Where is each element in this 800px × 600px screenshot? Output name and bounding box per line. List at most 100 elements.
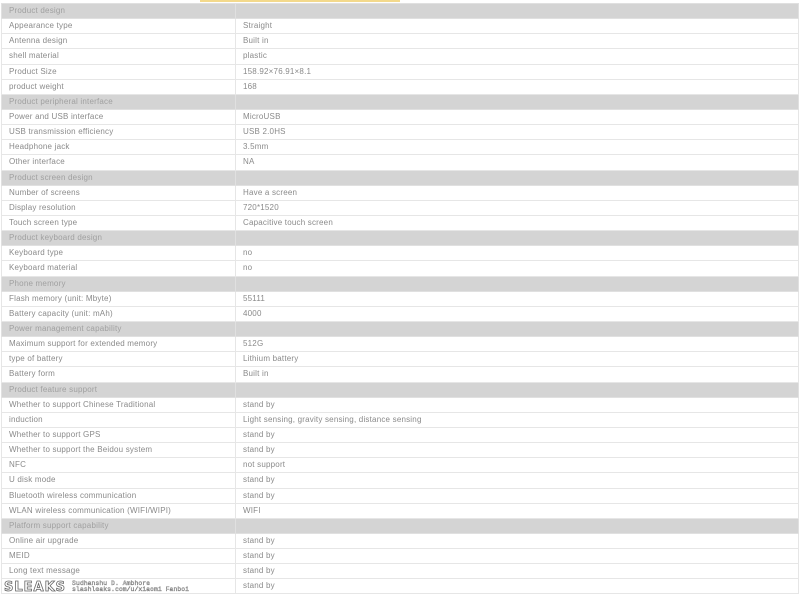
section-title: Product keyboard design [1, 230, 236, 247]
spec-label: shell material [1, 48, 236, 65]
spec-label: Antenna design [1, 33, 236, 50]
spec-label: Number of screens [1, 184, 236, 201]
spec-label: induction [1, 411, 236, 428]
spec-value: 168 [235, 78, 799, 95]
spec-row: stand by [1, 578, 799, 595]
section-title: Product peripheral interface [1, 93, 236, 110]
spec-row: Headphone jack 3.5mm [1, 139, 799, 156]
spec-value: 512G [235, 336, 799, 353]
section-title: Phone memory [1, 275, 236, 292]
spec-value: stand by [235, 532, 799, 550]
section-header-blank [235, 320, 799, 338]
spec-label: Appearance type [1, 18, 236, 35]
spec-row: Appearance type Straight [1, 18, 799, 35]
spec-value: Lithium battery [235, 351, 799, 368]
section-title: Platform support capability [1, 517, 236, 534]
spec-row: Number of screens Have a screen [1, 184, 799, 201]
spec-label: type of battery [1, 351, 236, 368]
spec-value: 3.5mm [235, 139, 799, 156]
spec-row: Product Size 158.92×76.91×8.1 [1, 63, 799, 80]
spec-row: Antenna design Built in [1, 33, 799, 50]
section-header: Phone memory [1, 275, 799, 292]
section-header: Product feature support [1, 381, 799, 398]
section-header: Platform support capability [1, 517, 799, 534]
spec-label: WLAN wireless communication (WIFI/WIPI) [1, 502, 236, 519]
spec-value: WIFI [235, 502, 799, 519]
spec-row: Maximum support for extended memory 512G [1, 336, 799, 353]
spec-value: MicroUSB [235, 108, 799, 126]
section-title: Product design [1, 2, 236, 20]
top-accent-bar [200, 0, 400, 2]
section-header: Product keyboard design [1, 230, 799, 247]
spec-label: product weight [1, 78, 236, 95]
spec-value: 720*1520 [235, 199, 799, 216]
section-header-blank [235, 2, 799, 20]
spec-value: Built in [235, 366, 799, 383]
spec-label: Online air upgrade [1, 532, 236, 550]
spec-label: Whether to support Chinese Traditional [1, 396, 236, 413]
spec-label: Keyboard material [1, 260, 236, 277]
spec-label: U disk mode [1, 472, 236, 489]
section-header: Power management capability [1, 320, 799, 338]
spec-label: Flash memory (unit: Mbyte) [1, 290, 236, 307]
spec-row: Whether to support the Beidou system stan… [1, 442, 799, 459]
section-header: Product design [1, 2, 799, 20]
spec-label: Long text message [1, 563, 236, 580]
spec-row: product weight 168 [1, 78, 799, 95]
spec-row: Flash memory (unit: Mbyte) 55111 [1, 290, 799, 307]
spec-row: Keyboard type no [1, 245, 799, 262]
spec-value: no [235, 260, 799, 277]
spec-row: type of battery Lithium battery [1, 351, 799, 368]
section-header-blank [235, 517, 799, 534]
spec-row: USB transmission efficiency USB 2.0HS [1, 124, 799, 141]
spec-value: USB 2.0HS [235, 124, 799, 141]
spec-value: plastic [235, 48, 799, 65]
section-header-blank [235, 275, 799, 292]
watermark-logo: SLEAKS [4, 579, 67, 595]
spec-row: MEID stand by [1, 548, 799, 565]
section-header-blank [235, 169, 799, 186]
spec-value: stand by [235, 426, 799, 444]
spec-value: NA [235, 154, 799, 171]
spec-label: Product Size [1, 63, 236, 80]
spec-row: Touch screen type Capacitive touch screen [1, 214, 799, 232]
spec-label: NFC [1, 457, 236, 474]
spec-label: Whether to support GPS [1, 426, 236, 444]
spec-label: Bluetooth wireless communication [1, 487, 236, 504]
section-header-blank [235, 93, 799, 110]
spec-row: Long text message stand by [1, 563, 799, 580]
spec-row: Power and USB interface MicroUSB [1, 108, 799, 126]
spec-value: Straight [235, 18, 799, 35]
spec-value: 158.92×76.91×8.1 [235, 63, 799, 80]
spec-value: 55111 [235, 290, 799, 307]
spec-label: Maximum support for extended memory [1, 336, 236, 353]
spec-row: Whether to support Chinese Traditional st… [1, 396, 799, 413]
section-title: Power management capability [1, 320, 236, 338]
spec-row: Display resolution 720*1520 [1, 199, 799, 216]
spec-row: Whether to support GPS stand by [1, 426, 799, 444]
spec-label: Other interface [1, 154, 236, 171]
spec-row: Battery capacity (unit: mAh) 4000 [1, 305, 799, 322]
spec-value: stand by [235, 472, 799, 489]
spec-value: stand by [235, 563, 799, 580]
spec-row: Online air upgrade stand by [1, 532, 799, 550]
spec-label: Battery form [1, 366, 236, 383]
spec-value: Have a screen [235, 184, 799, 201]
section-header-blank [235, 381, 799, 398]
spec-row: Battery form Built in [1, 366, 799, 383]
spec-row: NFC not support [1, 457, 799, 474]
spec-value: Capacitive touch screen [235, 214, 799, 232]
spec-row: WLAN wireless communication (WIFI/WIPI) W… [1, 502, 799, 519]
spec-label: Battery capacity (unit: mAh) [1, 305, 236, 322]
spec-label: USB transmission efficiency [1, 124, 236, 141]
spec-value: stand by [235, 487, 799, 504]
spec-row: Bluetooth wireless communication stand by [1, 487, 799, 504]
spec-label: Touch screen type [1, 214, 236, 232]
spec-row: induction Light sensing, gravity sensing,… [1, 411, 799, 428]
spec-value: stand by [235, 396, 799, 413]
section-header: Product screen design [1, 169, 799, 186]
section-title: Product screen design [1, 169, 236, 186]
spec-label: Headphone jack [1, 139, 236, 156]
watermark: SLEAKS Sudhanshu D. Ambhore slashleaks.c… [4, 579, 190, 595]
